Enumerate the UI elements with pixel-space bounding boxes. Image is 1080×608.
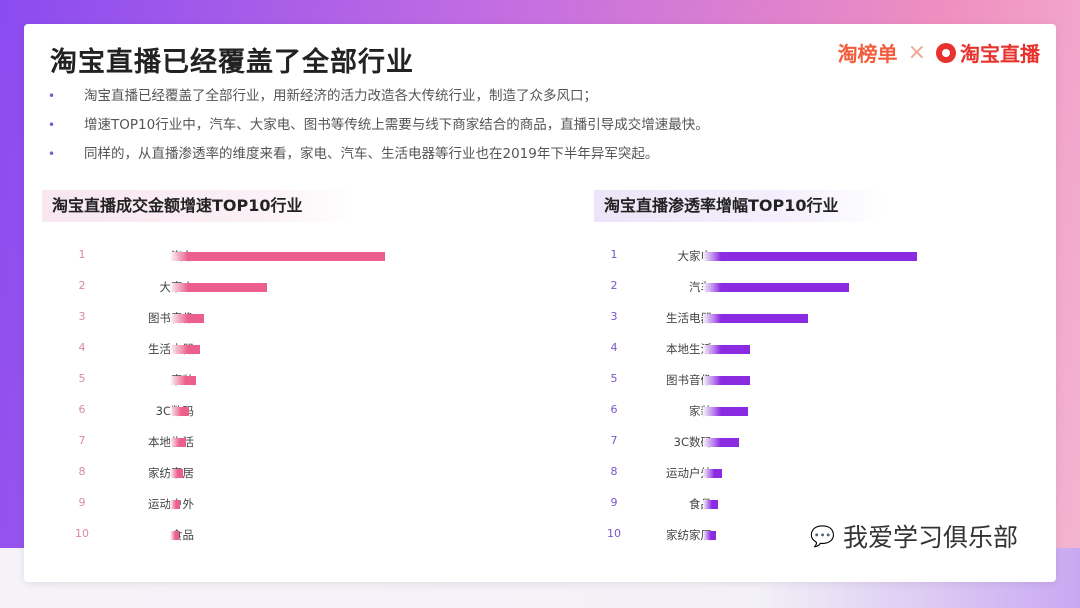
bar-row: 10 食品 (68, 519, 468, 550)
wechat-icon: 💬 (810, 524, 835, 548)
right-chart-title: 淘宝直播渗透率增幅TOP10行业 (594, 190, 884, 222)
bar (703, 407, 748, 416)
bar-row: 8家纺家居 (68, 457, 468, 488)
bar-row: 63C数码 (68, 395, 468, 426)
bullet-text: 增速TOP10行业中，汽车、大家电、图书等传统上需要与线下商家结合的商品，直播引… (84, 117, 709, 133)
rank-label: 10 (607, 527, 621, 540)
bar (703, 345, 751, 354)
category-label: 食品 (171, 528, 194, 542)
category-label: 图书音像 (666, 373, 712, 387)
bar (703, 469, 723, 478)
category-label: 本地生活 (666, 342, 712, 356)
bar (170, 500, 181, 509)
brand-logos: 淘榜单 × 淘宝直播 (838, 38, 1040, 67)
bar-row: 5家装 (68, 364, 468, 395)
bar-row: 8 运动户外 (600, 457, 1000, 488)
bar-row: 4 本地生活 (600, 333, 1000, 364)
category-label: 运动户外 (114, 496, 194, 512)
bar (703, 531, 716, 540)
rank-label: 8 (610, 465, 618, 478)
bar-row: 1汽车 (68, 240, 468, 271)
bar (170, 252, 385, 261)
bar-row: 7本地生活 (68, 426, 468, 457)
bullet-item: • 同样的，从直播渗透率的维度来看，家电、汽车、生活电器等行业也在2019年下半年… (48, 144, 709, 173)
rank-label: 2 (610, 279, 618, 292)
bar-row: 1 大家电 (600, 240, 1000, 271)
rank-label: 9 (610, 496, 618, 509)
category-label: 大家电 (677, 249, 713, 263)
bar (703, 376, 751, 385)
rank-label: 5 (610, 372, 618, 385)
rank-label: 10 (75, 527, 89, 540)
bar-row: 6 家装 (600, 395, 1000, 426)
bar-row: 3 生活电器 (600, 302, 1000, 333)
rank-label: 7 (78, 434, 86, 447)
bar (703, 438, 740, 447)
bullet-icon: • (48, 118, 56, 132)
bar (703, 500, 718, 509)
bar-row: 2大家电 (68, 271, 468, 302)
taobao-live-icon (936, 42, 956, 63)
bullet-icon: • (48, 147, 56, 161)
bar (170, 314, 205, 323)
category-label: 运动户外 (666, 466, 712, 480)
bullet-text: 淘宝直播已经覆盖了全部行业，用新经济的活力改造各大传统行业，制造了众多风口； (84, 88, 597, 104)
taobao-live-logo: 淘宝直播 (936, 38, 1040, 67)
rank-label: 3 (78, 310, 86, 323)
category-label: 生活电器 (666, 311, 712, 325)
bar-row: 9 食品 (600, 488, 1000, 519)
bar (170, 407, 190, 416)
bar (170, 469, 183, 478)
watermark-text: 我爱学习俱乐部 (842, 523, 1018, 552)
category-label: 家装 (689, 404, 712, 418)
bar (170, 345, 201, 354)
rank-label: 4 (78, 341, 86, 354)
bar-row: 2 汽车 (600, 271, 1000, 302)
left-chart-title: 淘宝直播成交金额增速TOP10行业 (42, 190, 352, 222)
bar (703, 314, 808, 323)
bar-row: 3图书音像 (68, 302, 468, 333)
category-label: 汽车 (689, 280, 712, 294)
logo-separator: × (907, 40, 926, 65)
bar (703, 252, 917, 261)
bar-row: 10 家纺家居 (600, 519, 1000, 550)
taobao-live-text: 淘宝直播 (960, 42, 1040, 66)
rank-label: 7 (610, 434, 618, 447)
rank-label: 1 (78, 248, 86, 261)
bar (703, 283, 849, 292)
rank-label: 6 (78, 403, 86, 416)
bar (170, 531, 180, 540)
rank-label: 4 (610, 341, 618, 354)
rank-label: 5 (78, 372, 86, 385)
taobangdan-logo: 淘榜单 (837, 42, 898, 66)
category-label: 家纺家居 (666, 528, 712, 542)
bar (170, 376, 196, 385)
bullet-item: • 增速TOP10行业中，汽车、大家电、图书等传统上需要与线下商家结合的商品，直播… (48, 115, 709, 144)
rank-label: 8 (78, 465, 86, 478)
bar-row: 5 图书音像 (600, 364, 1000, 395)
bar (170, 438, 187, 447)
bar (170, 283, 267, 292)
bar-row: 4生活电器 (68, 333, 468, 364)
rank-label: 1 (610, 248, 618, 261)
bar-row: 9 运动户外 (68, 488, 468, 519)
bullet-icon: • (48, 89, 56, 103)
slide-card: 淘宝直播已经覆盖了全部行业 淘榜单 × 淘宝直播 • 淘宝直播已经覆盖了全部行业，… (24, 24, 1056, 582)
rank-label: 2 (78, 279, 86, 292)
bar-row: 7 3C数码 (600, 426, 1000, 457)
page-title: 淘宝直播已经覆盖了全部行业 (50, 47, 414, 78)
bullet-list: • 淘宝直播已经覆盖了全部行业，用新经济的活力改造各大传统行业，制造了众多风口； … (48, 86, 709, 173)
rank-label: 9 (78, 496, 86, 509)
rank-label: 6 (610, 403, 618, 416)
bullet-item: • 淘宝直播已经覆盖了全部行业，用新经济的活力改造各大传统行业，制造了众多风口； (48, 86, 709, 115)
watermark: 💬 我爱学习俱乐部 (810, 518, 1018, 554)
category-label: 3C数码 (673, 435, 712, 449)
rank-label: 3 (610, 310, 618, 323)
category-label: 食品 (689, 497, 712, 511)
bullet-text: 同样的，从直播渗透率的维度来看，家电、汽车、生活电器等行业也在2019年下半年异… (84, 146, 659, 162)
